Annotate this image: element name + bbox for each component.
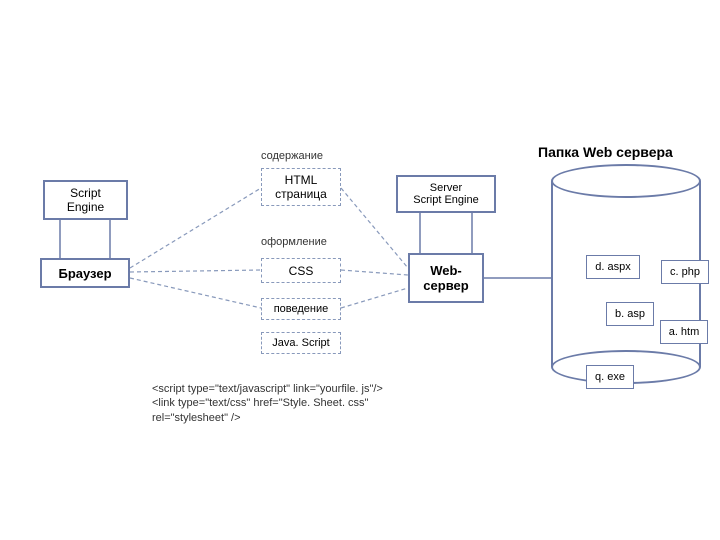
file-q-exe: q. exe xyxy=(586,365,634,389)
css-node: CSS xyxy=(261,258,341,283)
code-line-1: <script type="text/javascript" link="you… xyxy=(152,382,383,396)
diagram-container: Папка Web сервера Script Engine Браузер … xyxy=(0,0,720,540)
behavior-node: поведение xyxy=(261,298,341,320)
code-line-2: <link type="text/css" href="Style. Sheet… xyxy=(152,396,383,410)
script-engine-node: Script Engine xyxy=(43,180,128,220)
folder-title: Папка Web сервера xyxy=(538,144,673,160)
server-script-engine-node: Server Script Engine xyxy=(396,175,496,213)
file-b-asp: b. asp xyxy=(606,302,654,326)
content-label: содержание xyxy=(261,150,323,162)
browser-node: Браузер xyxy=(40,258,130,288)
web-server-node: Web- сервер xyxy=(408,253,484,303)
file-c-php: c. php xyxy=(661,260,709,284)
file-d-aspx: d. aspx xyxy=(586,255,640,279)
design-label: оформление xyxy=(261,236,327,248)
file-a-htm: a. htm xyxy=(660,320,708,344)
code-snippet: <script type="text/javascript" link="you… xyxy=(152,382,383,425)
code-line-3: rel="stylesheet" /> xyxy=(152,411,383,425)
html-page-node: HTML страница xyxy=(261,168,341,206)
javascript-node: Java. Script xyxy=(261,332,341,354)
